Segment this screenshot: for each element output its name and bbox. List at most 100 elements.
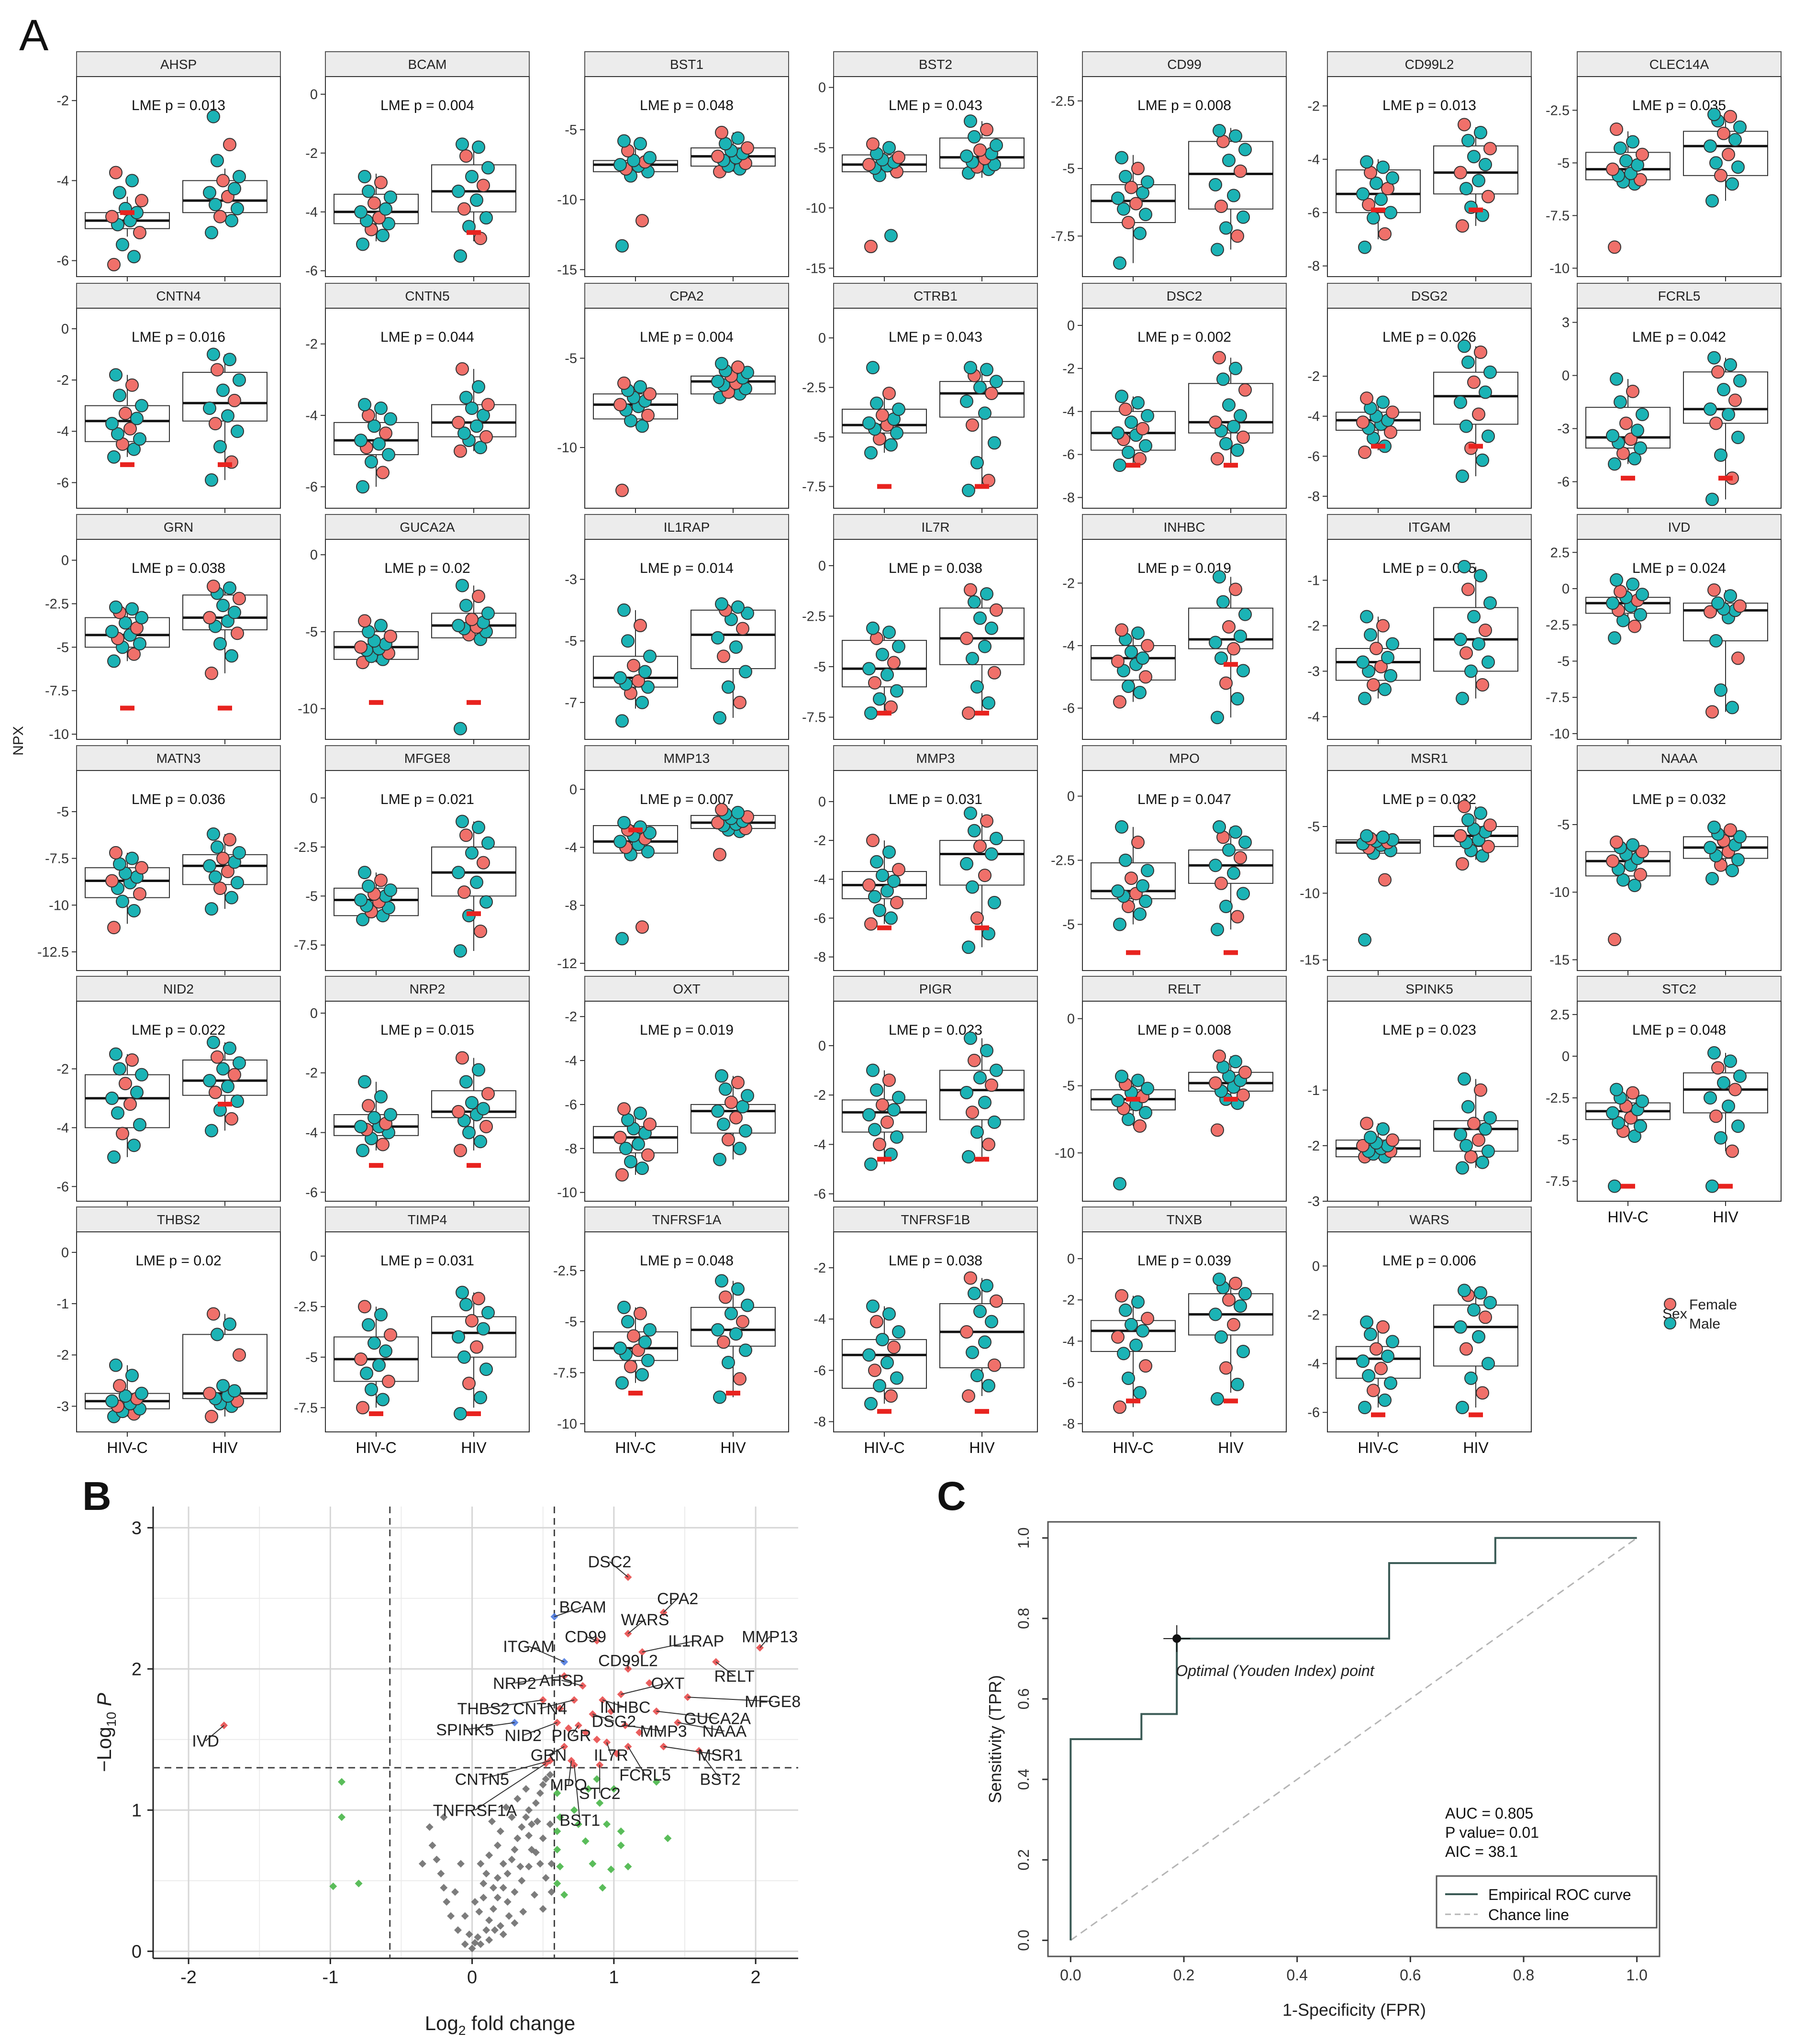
- y-tick-label: -5: [813, 430, 826, 445]
- point-male: [980, 363, 993, 377]
- point-female: [641, 408, 655, 422]
- legend-chance-label: Chance line: [1488, 1906, 1569, 1923]
- point-female: [481, 398, 495, 412]
- gene-label: GUCA2A: [684, 1710, 751, 1728]
- y-tick-label: -1: [1307, 1083, 1320, 1098]
- point-male: [384, 883, 397, 897]
- point-male: [715, 1069, 728, 1083]
- point-male: [105, 1394, 119, 1408]
- point-female: [890, 895, 903, 909]
- point-female: [216, 174, 230, 188]
- point-male: [1461, 355, 1475, 369]
- facet-title: DSG2: [1411, 289, 1448, 303]
- y-tick-label: -4: [1062, 404, 1075, 420]
- point-not-significant: [499, 1860, 507, 1868]
- y-tick-label: -4: [1307, 409, 1320, 424]
- legend-male-swatch: [1664, 1317, 1676, 1329]
- y-tick-label: 0: [569, 782, 577, 797]
- y-tick-label: -5: [565, 123, 577, 138]
- facet-strip: [1577, 51, 1782, 77]
- female-median-marker: [1371, 1412, 1385, 1418]
- point-male: [884, 911, 898, 925]
- point-not-significant: [525, 1806, 533, 1814]
- point-male: [130, 412, 144, 425]
- point-male: [1482, 429, 1495, 443]
- y-tick-label: -7.5: [802, 479, 826, 494]
- y-tick-label: 0: [61, 553, 69, 569]
- y-tick-label: 0: [1067, 318, 1075, 334]
- point-male: [964, 806, 977, 820]
- point-male: [211, 1328, 224, 1341]
- y-tick-label: -6: [1307, 205, 1320, 221]
- point-female: [479, 1120, 493, 1134]
- facet-title: OXT: [673, 982, 701, 996]
- y-tick-label: -8: [565, 898, 577, 914]
- y-tick-label: -4: [1062, 1334, 1075, 1349]
- point-male: [1111, 191, 1125, 205]
- point-male: [715, 597, 728, 611]
- point-female: [635, 214, 649, 228]
- point-male: [1125, 645, 1138, 659]
- point-female: [452, 1105, 465, 1118]
- point-female: [1474, 1083, 1487, 1097]
- point-male: [1386, 1335, 1399, 1349]
- point-significant: [565, 1724, 573, 1732]
- point-female: [1714, 168, 1727, 182]
- point-male: [619, 1141, 633, 1155]
- point-male: [368, 419, 381, 433]
- point-male: [233, 373, 246, 387]
- point-male: [1356, 187, 1370, 201]
- boxplot-wars: WARS 0 -2 -4 -6 LME p = 0.006 HIV-C HIV: [1307, 1206, 1532, 1456]
- point-male: [1636, 1095, 1649, 1108]
- y-tick-label: -6: [56, 475, 69, 491]
- point-male: [459, 1298, 473, 1311]
- point-male: [613, 671, 627, 685]
- y-tick-label: -5: [56, 804, 69, 820]
- point-male: [452, 619, 465, 633]
- y-tick-label: -2: [1062, 1293, 1075, 1308]
- gene-label: WARS: [621, 1611, 669, 1629]
- point-male: [711, 631, 724, 645]
- facet-strip: [584, 976, 789, 1002]
- point-male: [1360, 155, 1373, 169]
- point-male: [864, 706, 878, 720]
- volcano-plot: -2 -1 0 1 2 0 1 2 3 DSC2 CPA2 BCAM WARS MMP13 CD99 IL1R…: [93, 1507, 801, 2038]
- point-female: [873, 1138, 886, 1151]
- point-female: [1726, 1144, 1739, 1158]
- point-female: [1634, 173, 1647, 187]
- point-significant: [556, 1704, 564, 1712]
- point-female: [457, 202, 471, 216]
- point-male: [960, 1085, 973, 1099]
- panel-label-a: A: [19, 11, 49, 60]
- point-male: [209, 198, 222, 212]
- point-male: [621, 1315, 635, 1329]
- gene-label: THBS2: [457, 1700, 510, 1718]
- point-male: [887, 874, 901, 888]
- point-male: [479, 1363, 493, 1376]
- point-female: [205, 1409, 218, 1423]
- point-female: [1227, 1318, 1240, 1331]
- point-female: [876, 1098, 889, 1112]
- point-male: [223, 1317, 236, 1331]
- point-male: [866, 361, 880, 375]
- point-female: [1214, 200, 1228, 213]
- point-male: [1219, 900, 1233, 914]
- y-tick-label: -2.5: [45, 596, 69, 612]
- point-female: [1238, 383, 1252, 397]
- lme-p-value: LME p = 0.02: [384, 560, 470, 576]
- point-not-significant: [519, 1908, 527, 1916]
- point-male: [1238, 836, 1252, 849]
- lme-p-value: LME p = 0.036: [132, 792, 225, 807]
- y-tick-label: -2.5: [1546, 1091, 1570, 1106]
- point-male: [107, 1150, 121, 1164]
- point-male: [125, 174, 139, 188]
- point-male: [384, 1108, 397, 1122]
- facet-strip: [1577, 976, 1782, 1002]
- point-male: [643, 151, 657, 165]
- point-male: [1115, 390, 1128, 403]
- y-tick-label: 0: [310, 1006, 318, 1021]
- point-male: [127, 250, 141, 264]
- point-not-significant: [516, 1863, 524, 1871]
